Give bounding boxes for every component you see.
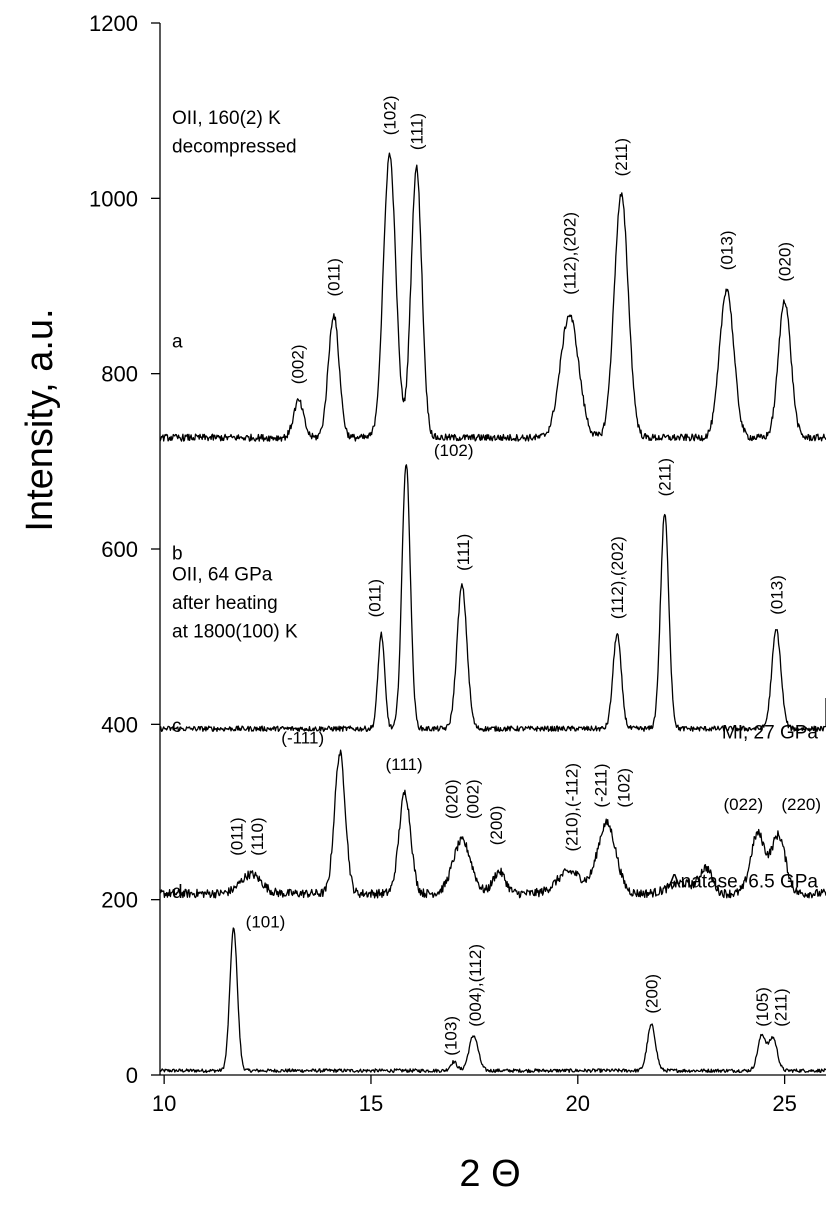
peak-label: (103) [441, 1016, 460, 1056]
peak-label: (020) [443, 779, 462, 819]
peak-label: (102) [434, 441, 474, 460]
y-axis-title: Intensity, a.u. [19, 308, 61, 531]
peak-label: (111) [454, 534, 473, 571]
peak-label: (011) [365, 579, 384, 617]
sample-annotations: a b c d Anatase, 6.5 GPa MI, 27 GPa OII, 64 GP… [172, 108, 818, 903]
x-axis-title: 2 Θ [459, 1153, 520, 1195]
peak-label: (211) [612, 138, 631, 176]
peak-label: (-211) [592, 764, 611, 808]
series-name-line: Anatase, 6.5 GPa [668, 871, 818, 892]
peak-label: (110) [248, 817, 267, 855]
peak-label: (200) [487, 806, 506, 846]
series-letter-d: d [172, 882, 183, 903]
plot-axes: 0 200 400 600 800 1000 1200 10 15 20 25 [89, 11, 826, 1116]
peak-label: (211) [772, 988, 791, 1026]
series-name-line: OII, 64 GPa [172, 565, 273, 586]
trace-c [159, 464, 826, 732]
y-tick-label: 800 [101, 362, 138, 387]
y-tick-label: 1200 [89, 11, 138, 36]
series-name-line: decompressed [172, 136, 297, 157]
peak-label: (105) [753, 987, 772, 1027]
trace-d [159, 152, 826, 442]
trace-b [159, 749, 826, 899]
peak-label: (013) [718, 231, 737, 271]
series-name-line: OII, 160(2) K [172, 108, 281, 129]
peak-label: (011) [325, 258, 344, 296]
series-name-line: MI, 27 GPa [722, 722, 819, 743]
diffraction-traces [159, 152, 826, 1074]
peak-label: (013) [767, 575, 786, 615]
series-name-a: Anatase, 6.5 GPa [668, 871, 818, 892]
x-tick-label: 20 [566, 1091, 590, 1116]
peak-label: (022) [723, 795, 763, 814]
peak-label: (102) [614, 768, 633, 808]
x-tick-label: 25 [772, 1091, 796, 1116]
x-tick-label: 10 [152, 1091, 176, 1116]
y-tick-label: 200 [101, 888, 138, 913]
peak-label: (211) [656, 458, 675, 496]
series-name-d: OII, 160(2) K decompressed [172, 108, 297, 158]
peak-label: (101) [246, 913, 286, 932]
peak-label: (112),(202) [561, 212, 580, 295]
series-name-c: OII, 64 GPa after heating at 1800(100) K [172, 565, 298, 643]
series-letter-b: b [172, 544, 183, 565]
peak-label: (220) [781, 795, 821, 814]
y-tick-label: 1000 [89, 186, 138, 211]
peak-label: (011) [228, 817, 247, 855]
peak-label: (002) [463, 779, 482, 819]
peak-label: (020) [776, 242, 795, 282]
peak-label: (111) [386, 755, 423, 774]
trace-a [159, 927, 826, 1074]
x-tick-label: 15 [359, 1091, 383, 1116]
peak-label: (200) [642, 974, 661, 1014]
peak-label: (112),(202) [608, 536, 627, 619]
peak-label: (004),(112) [466, 944, 485, 1027]
y-tick-label: 400 [101, 712, 138, 737]
series-letter-c: c [172, 716, 182, 737]
y-tick-label: 0 [126, 1063, 138, 1088]
peak-labels: (101)(103)(004),(112) (200) (105) (211)(011… [228, 96, 822, 1056]
peak-label: (102) [381, 96, 400, 136]
peak-label: (002) [288, 345, 307, 385]
series-letter-a: a [172, 331, 183, 352]
series-name-line: at 1800(100) K [172, 622, 298, 643]
peak-label: (210),(-112) [563, 763, 582, 852]
y-tick-label: 600 [101, 537, 138, 562]
series-name-line: after heating [172, 593, 278, 614]
series-name-b: MI, 27 GPa [722, 722, 819, 743]
peak-label: (111) [408, 113, 427, 150]
peak-label: (-111) [281, 729, 324, 748]
